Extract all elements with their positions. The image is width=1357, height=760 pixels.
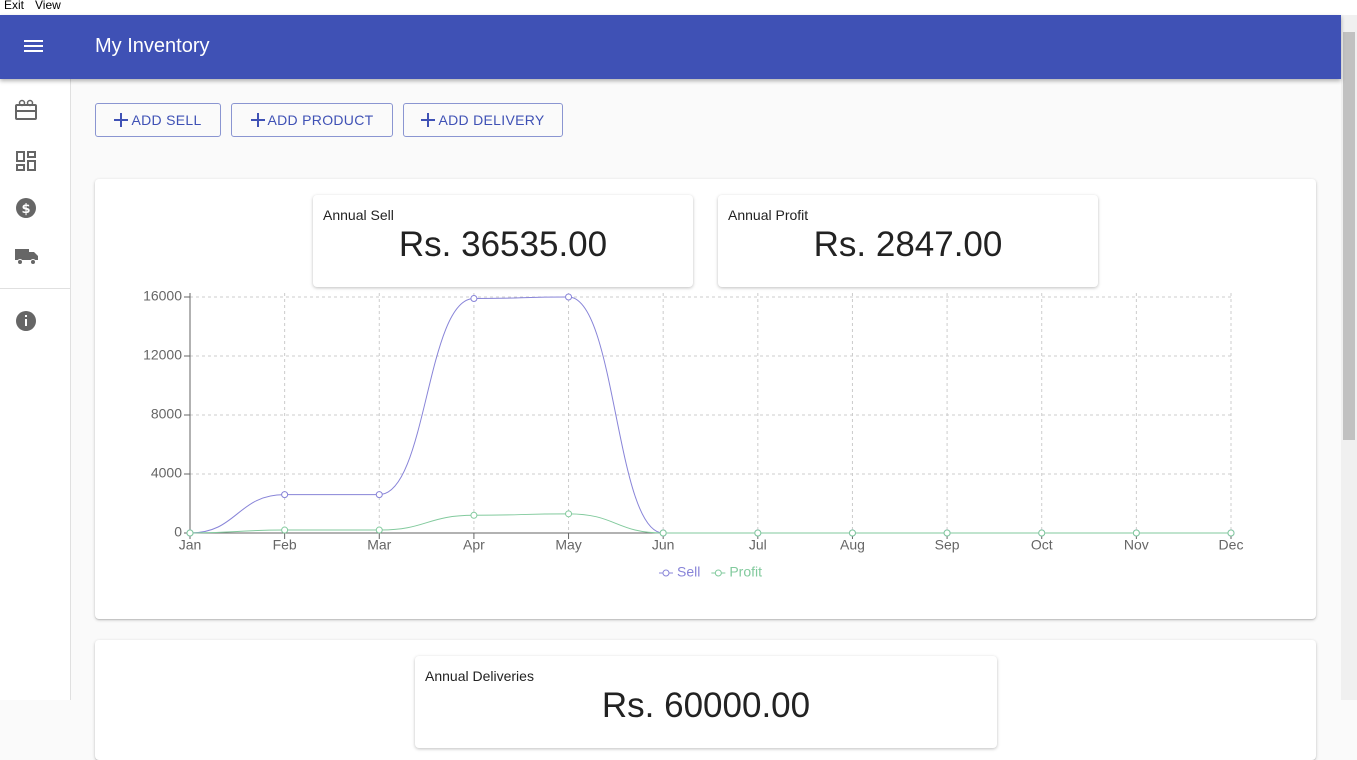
stat-card: Annual Sell Rs. 36535.00 [313,195,693,287]
menu-item[interactable]: Exit [4,0,25,12]
data-point [659,529,667,537]
svg-text:$: $ [21,202,30,217]
data-point [1038,529,1046,537]
data-point [754,529,762,537]
chart: 0 4000 8000 12000 16000 Jan Feb Mar Apr May Jun Jul… [143,288,1244,580]
x-tick-label: May [555,537,581,553]
nav-icon[interactable]: $ [16,198,36,218]
x-tick-label: Feb [273,537,297,553]
x-tick-label: Oct [1031,537,1053,553]
x-tick-label: Jun [652,537,675,553]
x-tick-label: Aug [840,537,865,553]
y-tick-label: 16000 [143,288,182,304]
stat-value: Rs. 2847.00 [813,225,1003,264]
series-line [189,513,1231,534]
x-tick-label: Jul [749,537,767,553]
menu-bar: Exit View [0,0,1357,15]
scroll-thumb[interactable] [1343,32,1355,440]
stat-label: Annual Deliveries [425,668,534,684]
data-point [470,511,478,519]
page: Exit View My Inventory $ ADD SELL ADD PR… [0,0,1357,725]
scrollbar[interactable] [1341,15,1357,700]
data-point [848,529,856,537]
data-point [281,491,289,499]
legend-swatch [714,569,722,577]
data-point [1132,529,1140,537]
data-point [470,294,478,302]
stat-label: Annual Sell [323,207,394,223]
app-bar: My Inventory [0,15,1341,79]
y-tick-label: 0 [174,524,182,540]
sidebar: $ [0,79,71,700]
stat-card: Annual Deliveries Rs. 60000.00 [415,656,997,748]
stat-card: Annual Profit Rs. 2847.00 [718,195,1098,287]
button-label: ADD SELL [131,112,202,128]
add-sell-button[interactable]: ADD SELL [95,103,221,137]
menu-icon[interactable] [24,37,44,57]
data-point [1227,529,1235,537]
nav-icon[interactable] [15,99,37,120]
button-label: ADD DELIVERY [438,112,545,128]
legend-label: Profit [729,564,762,580]
button-label: ADD PRODUCT [267,112,374,128]
data-point [375,491,383,499]
data-point [565,510,573,518]
data-point [565,293,573,301]
legend: Sell Profit [658,564,762,580]
nav-icon[interactable] [15,249,38,265]
y-tick-label: 12000 [143,347,182,363]
app-title: My Inventory [95,35,210,57]
nav-icon[interactable] [16,151,36,171]
legend-label: Sell [677,564,700,580]
x-tick-label: Dec [1219,537,1244,553]
x-tick-label: Apr [463,537,485,553]
add-delivery-button[interactable]: ADD DELIVERY [403,103,563,137]
x-tick-label: Mar [367,537,391,553]
data-point [281,526,289,534]
menu-item[interactable]: View [35,0,61,12]
x-tick-label: Sep [935,537,960,553]
y-tick-label: 4000 [151,465,182,481]
chart-card: 0 4000 8000 12000 16000 Jan Feb Mar Apr May Jun Jul… [95,179,1316,619]
stat-label: Annual Profit [728,207,809,223]
deliveries-card: Annual Deliveries Rs. 60000.00 [95,640,1316,760]
stat-value: Rs. 36535.00 [398,225,608,264]
data-point [375,526,383,534]
legend-swatch [662,569,670,577]
add-product-button[interactable]: ADD PRODUCT [231,103,393,137]
x-tick-label: Jan [179,537,202,553]
y-tick-label: 8000 [151,406,182,422]
nav-icon[interactable] [16,311,36,331]
data-point [943,529,951,537]
sidebar-icons: $ [0,99,70,331]
x-tick-label: Nov [1124,537,1149,553]
data-point [186,529,194,537]
stat-value: Rs. 60000.00 [601,686,811,725]
